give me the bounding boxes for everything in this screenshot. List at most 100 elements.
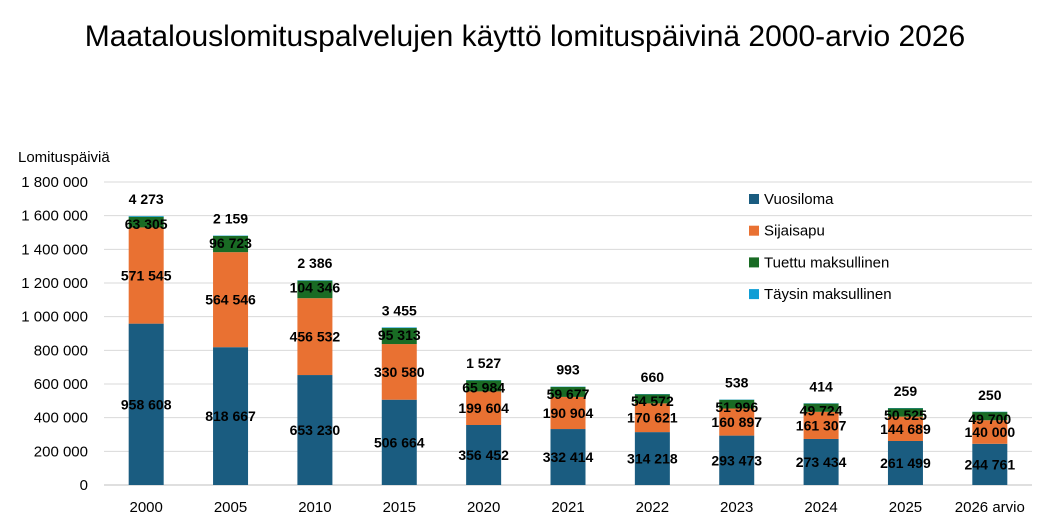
y-tick-label: 400 000 [34,410,88,427]
data-label: 1 527 [466,355,501,371]
data-label: 199 604 [458,400,509,416]
data-label: 571 545 [121,268,172,284]
data-label: 456 532 [290,329,341,345]
data-label: 356 452 [458,447,509,463]
bar-segment [128,323,164,485]
data-label: 538 [725,375,749,391]
data-label: 170 621 [627,410,678,426]
y-tick-label: 1 000 000 [21,309,88,326]
bar-segment [719,435,755,485]
bar-segment [719,399,755,409]
x-tick-label: 2022 [636,499,669,516]
data-label: 564 546 [205,292,256,308]
y-tick-label: 800 000 [34,342,88,359]
data-label: 818 667 [205,408,256,424]
bar-segment [213,347,249,485]
data-label: 653 230 [290,422,341,438]
x-tick-label: 2021 [551,499,584,516]
data-label: 2 159 [213,211,248,227]
bar-segment [887,408,923,417]
bar-segment [297,375,333,485]
y-tick-label: 1 600 000 [21,208,88,225]
bar-segment [634,394,670,404]
bar-segment [887,416,923,441]
data-label: 250 [978,387,1002,403]
data-label: 273 434 [796,454,847,470]
legend-swatch [749,289,759,300]
bar-segment [972,443,1008,485]
bar-segment [297,298,333,376]
data-label: 332 414 [543,449,594,465]
legend-label: Sijaisapu [764,223,825,240]
data-label: 63 305 [125,216,168,232]
data-label: 190 904 [543,405,594,421]
bar-segment [381,328,417,345]
data-label: 259 [894,383,918,399]
data-label: 50 525 [884,407,927,423]
legend-label: Vuosiloma [764,191,834,208]
x-tick-label: 2026 arvio [955,499,1025,516]
bar-segment [634,432,670,485]
data-label: 49 724 [800,402,843,418]
bar-segment [297,280,333,299]
y-axis-ticks: 0 200 000 400 000 600 000 800 000 1 000 000 1 … [21,174,88,494]
data-label: 51 996 [715,399,758,415]
data-label: 65 984 [462,379,505,395]
x-tick-label: 2020 [467,499,500,516]
bar-segment [466,391,502,425]
bar-segment [466,424,502,485]
data-label: 140 000 [965,424,1016,440]
data-label: 314 218 [627,451,678,467]
gridlines [104,181,1032,486]
data-label: 506 664 [374,434,425,450]
data-label: 161 307 [796,417,847,433]
data-label: 261 499 [880,455,931,471]
x-tick-label: 2025 [889,499,922,516]
bar-segment [128,227,164,324]
x-tick-label: 2005 [214,499,247,516]
bar-segment [803,411,839,439]
data-label: 993 [556,362,580,378]
legend-label: Tuettu maksullinen [764,254,889,271]
data-label: 144 689 [880,421,931,437]
data-label: 3 455 [382,302,417,318]
bars [128,216,1008,485]
x-tick-label: 2000 [129,499,162,516]
data-labels: 958 608 571 545 63 305 4 273 818 667 564 546 9… [121,191,1015,472]
bar-segment [466,380,502,392]
y-tick-label: 1 800 000 [21,174,88,191]
bar-segment [803,438,839,485]
bar-segment [887,440,923,485]
legend: Vuosiloma Sijaisapu Tuettu maksullinen Täys… [749,191,892,303]
legend-swatch [749,194,759,204]
legend-swatch [749,225,759,236]
bar-segment [803,403,839,412]
bar-segment [381,399,417,485]
bar-segment [213,235,249,253]
bar-segment [634,403,670,433]
data-label: 244 761 [965,456,1016,472]
data-label: 54 572 [631,393,674,409]
legend-swatch [749,257,759,268]
y-axis-title: Lomituspäiviä [18,149,110,166]
bar-segment [128,216,164,228]
bar-segment [381,327,417,329]
bar-segment [381,344,417,400]
data-label: 59 677 [547,386,590,402]
x-tick-label: 2023 [720,499,753,516]
y-tick-label: 1 200 000 [21,275,88,292]
bar-segment [719,408,755,436]
bar-segment [213,252,249,348]
data-label: 330 580 [374,364,425,380]
x-axis-ticks: 2000 2005 2010 2015 2020 2021 2022 2023 2024 2025… [129,499,1024,516]
data-label: 95 313 [378,327,421,343]
bar-segment [972,420,1008,444]
bar-segment [550,429,586,485]
y-tick-label: 0 [80,477,88,494]
data-label: 49 700 [968,411,1011,427]
data-label: 160 897 [711,414,762,430]
y-tick-label: 600 000 [34,376,88,393]
x-tick-label: 2015 [383,499,416,516]
legend-label: Täysin maksullinen [764,286,892,303]
